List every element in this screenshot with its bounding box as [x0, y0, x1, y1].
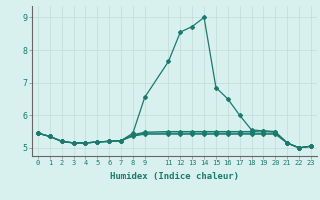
X-axis label: Humidex (Indice chaleur): Humidex (Indice chaleur) — [110, 172, 239, 181]
